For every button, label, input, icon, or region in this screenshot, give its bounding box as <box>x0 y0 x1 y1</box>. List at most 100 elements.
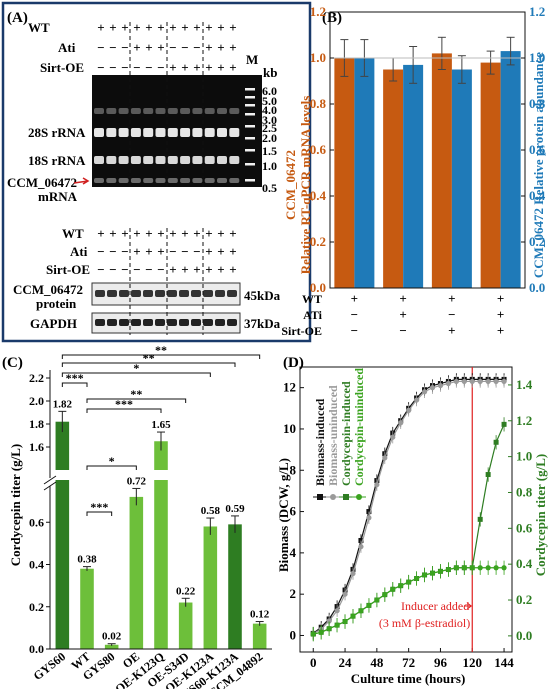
bar <box>203 526 218 649</box>
blot-sign: + <box>181 262 188 277</box>
ytick-label-right: 1.2 <box>529 4 545 19</box>
band-28s <box>130 128 141 137</box>
data-point <box>342 591 348 597</box>
ytick-label-left: 0.2 <box>310 234 326 249</box>
bar <box>480 62 501 288</box>
ytick-label-left: 1.2 <box>310 4 326 19</box>
bar <box>252 623 267 649</box>
protein-size-label: 45kDa <box>244 288 281 303</box>
band-upper <box>155 108 166 114</box>
band-mrna <box>130 178 141 183</box>
data-point <box>414 397 420 403</box>
band-mrna <box>180 178 191 183</box>
bar <box>178 602 193 649</box>
ytick-label-left: 2 <box>290 586 297 601</box>
data-point <box>461 378 467 385</box>
ytick-label-right: 1.2 <box>516 413 532 428</box>
data-point <box>477 516 483 522</box>
data-point <box>421 389 428 395</box>
band-upper <box>106 108 117 114</box>
data-point <box>382 592 388 598</box>
value-label: 0.58 <box>201 505 221 517</box>
band-18s <box>229 156 240 164</box>
blot-sign: + <box>157 244 164 259</box>
condition-sign: + <box>497 307 504 322</box>
gel-sign: − <box>121 40 128 55</box>
value-label: 0.59 <box>225 503 245 515</box>
significance-bracket <box>86 398 187 403</box>
protein-band <box>95 290 105 297</box>
gapdh-band <box>179 319 189 326</box>
blot-sign: + <box>181 226 188 241</box>
band-mrna <box>229 178 240 183</box>
gapdh-band <box>131 319 141 326</box>
gel-row-label-sirt: Sirt-OE <box>40 60 84 75</box>
marker-band <box>245 113 255 116</box>
value-label: 1.82 <box>53 398 73 410</box>
condition-sign: + <box>497 323 504 338</box>
bar <box>104 644 119 649</box>
data-point <box>429 570 436 576</box>
legend-label: Biomass-uninduced <box>326 385 340 486</box>
band-mrna <box>143 178 154 183</box>
data-point <box>382 455 388 461</box>
significance-bracket <box>61 382 88 387</box>
data-point <box>493 565 499 571</box>
ytick-label-right: 0.8 <box>516 484 533 499</box>
data-point <box>350 613 356 619</box>
data-point <box>421 572 428 578</box>
bar <box>500 51 521 288</box>
gel-sign: + <box>205 20 212 35</box>
gel-sign: + <box>145 40 152 55</box>
data-point <box>398 583 404 589</box>
data-point <box>461 565 467 571</box>
data-point <box>453 565 459 571</box>
gel-sign: − <box>181 40 188 55</box>
blot-row-label-ati: Ati <box>70 244 88 259</box>
significance-label: *** <box>115 397 133 411</box>
kb-tick: 2.0 <box>262 131 277 145</box>
data-point <box>366 509 372 515</box>
protein-band <box>119 290 129 297</box>
condition-sign: − <box>399 323 406 338</box>
blot-sign: − <box>121 262 128 277</box>
bar <box>80 568 94 649</box>
panel-c-chart: 1.82GYS600.38WT0.02GYS800.72OE1.65OE-K12… <box>29 343 272 689</box>
protein-band <box>143 290 153 297</box>
data-point <box>493 378 499 385</box>
significance-label: ** <box>130 387 142 401</box>
band-mrna <box>106 178 117 183</box>
gel-sign: + <box>133 20 140 35</box>
protein-band <box>167 290 177 297</box>
data-point <box>437 382 444 389</box>
gel-sign: − <box>193 40 200 55</box>
gel-sign: + <box>217 40 224 55</box>
mrna-arrow <box>73 177 90 185</box>
band-mrna <box>94 178 104 183</box>
ytick-label-left: 10 <box>283 421 296 436</box>
gapdh-band <box>167 319 177 326</box>
band-18s <box>94 156 104 164</box>
data-point <box>414 575 420 582</box>
significance-label: *** <box>66 371 84 385</box>
gapdh-blot-bands <box>95 319 237 326</box>
blot-sign: − <box>169 244 176 259</box>
significance-bracket <box>86 511 113 516</box>
ytick-label-left: 0 <box>290 627 297 642</box>
protein-band <box>191 290 201 297</box>
significance-bracket <box>61 362 236 367</box>
data-point <box>326 618 332 624</box>
value-label: 0.38 <box>77 554 97 566</box>
data-point <box>445 380 451 387</box>
data-point <box>374 482 380 488</box>
condition-sign: − <box>351 307 358 322</box>
blot-sign: + <box>157 226 164 241</box>
gel-sign: + <box>229 60 236 75</box>
gel-sign: − <box>109 40 116 55</box>
band-upper <box>143 108 154 114</box>
panel-b: (B) 0.0 0.0 0.2 0.2 0.4 0.4 0.6 0.6 0.8 0.8 1.0 1.0… <box>281 4 546 338</box>
band-mrna <box>217 178 227 183</box>
data-point <box>477 378 483 385</box>
protein-band <box>203 290 213 297</box>
